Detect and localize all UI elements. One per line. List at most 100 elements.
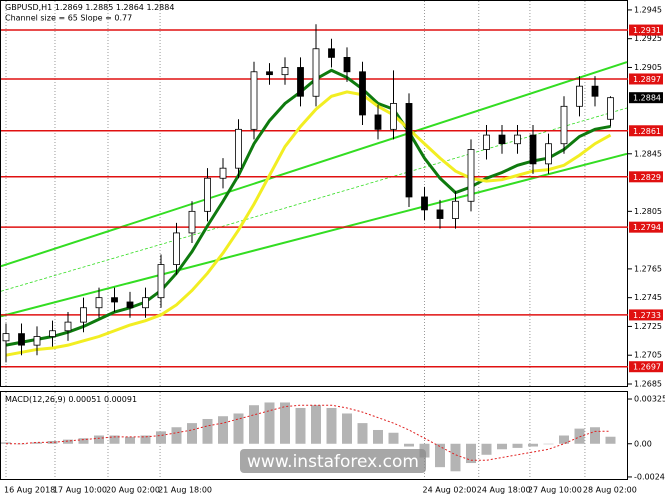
macd-bar [543,443,554,445]
candle-body [219,167,227,179]
macd-bar [528,443,538,447]
level-label-bg [629,171,663,183]
header-low: 1.2864 [116,3,144,12]
candle-body [281,67,289,76]
macd-bar [63,439,73,444]
candle-body [64,321,72,332]
y-tick-label: 1.2845 [634,149,662,158]
last-price-label: 1.2884 [633,94,661,103]
macd-bar [559,435,569,444]
candle-body [467,149,475,202]
macd-bar [94,435,104,444]
candle-body [266,71,273,76]
candle-body [49,330,56,337]
header-open: 1.2869 [55,3,83,12]
candle-body [483,134,490,150]
y-tick-label: 1.2925 [634,34,662,43]
macd-bar [218,416,228,444]
candle-body [328,48,335,58]
header-close: 1.2884 [146,3,174,12]
y-tick-label: 1.2725 [634,322,662,331]
candle-body [607,97,614,120]
candle-body [359,71,366,116]
candle-body [452,200,459,219]
y-tick-label: 1.2705 [634,351,662,360]
candle-body [80,307,87,323]
macd-value: 0.00051 [68,395,101,404]
channel-line [0,152,628,318]
candle-body [591,85,599,97]
macd-bar [450,443,461,472]
x-tick-label: 24 Aug 18:00 [477,486,531,495]
macd-bar [125,436,135,444]
subtitle: Channel size = 65 Slope = 0.77 [5,14,132,23]
level-label: 1.2861 [633,127,661,136]
candle-body [173,232,180,265]
macd-bar [512,443,523,448]
y-tick-label: 1.2945 [634,5,662,14]
macd-bar [249,405,259,444]
x-tick-label: 28 Aug 02:00 [583,486,637,495]
candle-body [514,134,521,145]
candle-body [374,114,382,130]
x-tick-label: 21 Aug 18:00 [158,486,212,495]
signal-value: 0.00091 [104,395,137,404]
candle-body [343,56,351,73]
macd-bar [342,413,352,444]
x-tick-label: 27 Aug 10:00 [528,486,582,495]
symbol: GBPUSD,H1 [5,3,52,12]
macd-bar [605,436,616,444]
channel-line [0,61,628,268]
candle-body [111,297,118,303]
macd-bar [311,405,321,444]
candle-body [142,297,149,309]
symbol-title: GBPUSD,H1 1.2869 1.2885 1.2864 1.2884 [5,3,174,12]
macd-bar [187,423,197,444]
macd-bar [280,402,290,444]
candle-body [421,196,428,211]
y-tick-label: 1.2745 [634,293,662,302]
level-label: 1.2794 [633,223,661,232]
y-tick-label: 1.2765 [634,264,662,273]
level-label-bg [629,24,663,36]
x-tick-label: 17 Aug 10:00 [53,486,107,495]
level-label: 1.2697 [633,363,661,372]
candle-body [188,210,196,234]
level-label-bg [629,361,663,373]
macd-bar [171,427,182,444]
y-tick-label: 1.2685 [634,379,662,388]
candle-body [405,103,413,198]
level-label-bg [629,73,663,85]
channel-line [0,107,628,292]
candle-body [498,134,506,145]
macd-bar [78,438,89,444]
candle-body [312,48,320,97]
header-high: 1.2885 [85,3,113,12]
level-label-bg [629,221,663,233]
candle-body [250,71,258,130]
macd-bar [233,413,244,444]
y-tick-label: 0.00325 [634,395,665,404]
candle-body [390,103,397,130]
candle-body [545,143,552,165]
macd-bar [264,402,275,444]
macd-bar [373,429,383,444]
candle-body [297,67,304,97]
candle-body [18,333,25,346]
level-label-bg [629,309,663,321]
candle-body [576,85,583,107]
macd-bar [574,428,585,444]
x-tick-label: 24 Aug 02:00 [423,486,477,495]
moving-average [5,90,612,357]
macd-bar [202,418,213,444]
last-price-bg [629,92,663,104]
macd-name: MACD(12,26,9) [5,395,66,404]
candle-body [204,177,211,212]
macd-bar [357,423,368,444]
macd-bar [109,435,120,444]
macd-title: MACD(12,26,9) 0.00051 0.00091 [5,395,137,404]
candle-body [33,336,41,346]
macd-bar [326,407,337,444]
candle-body [529,134,537,165]
